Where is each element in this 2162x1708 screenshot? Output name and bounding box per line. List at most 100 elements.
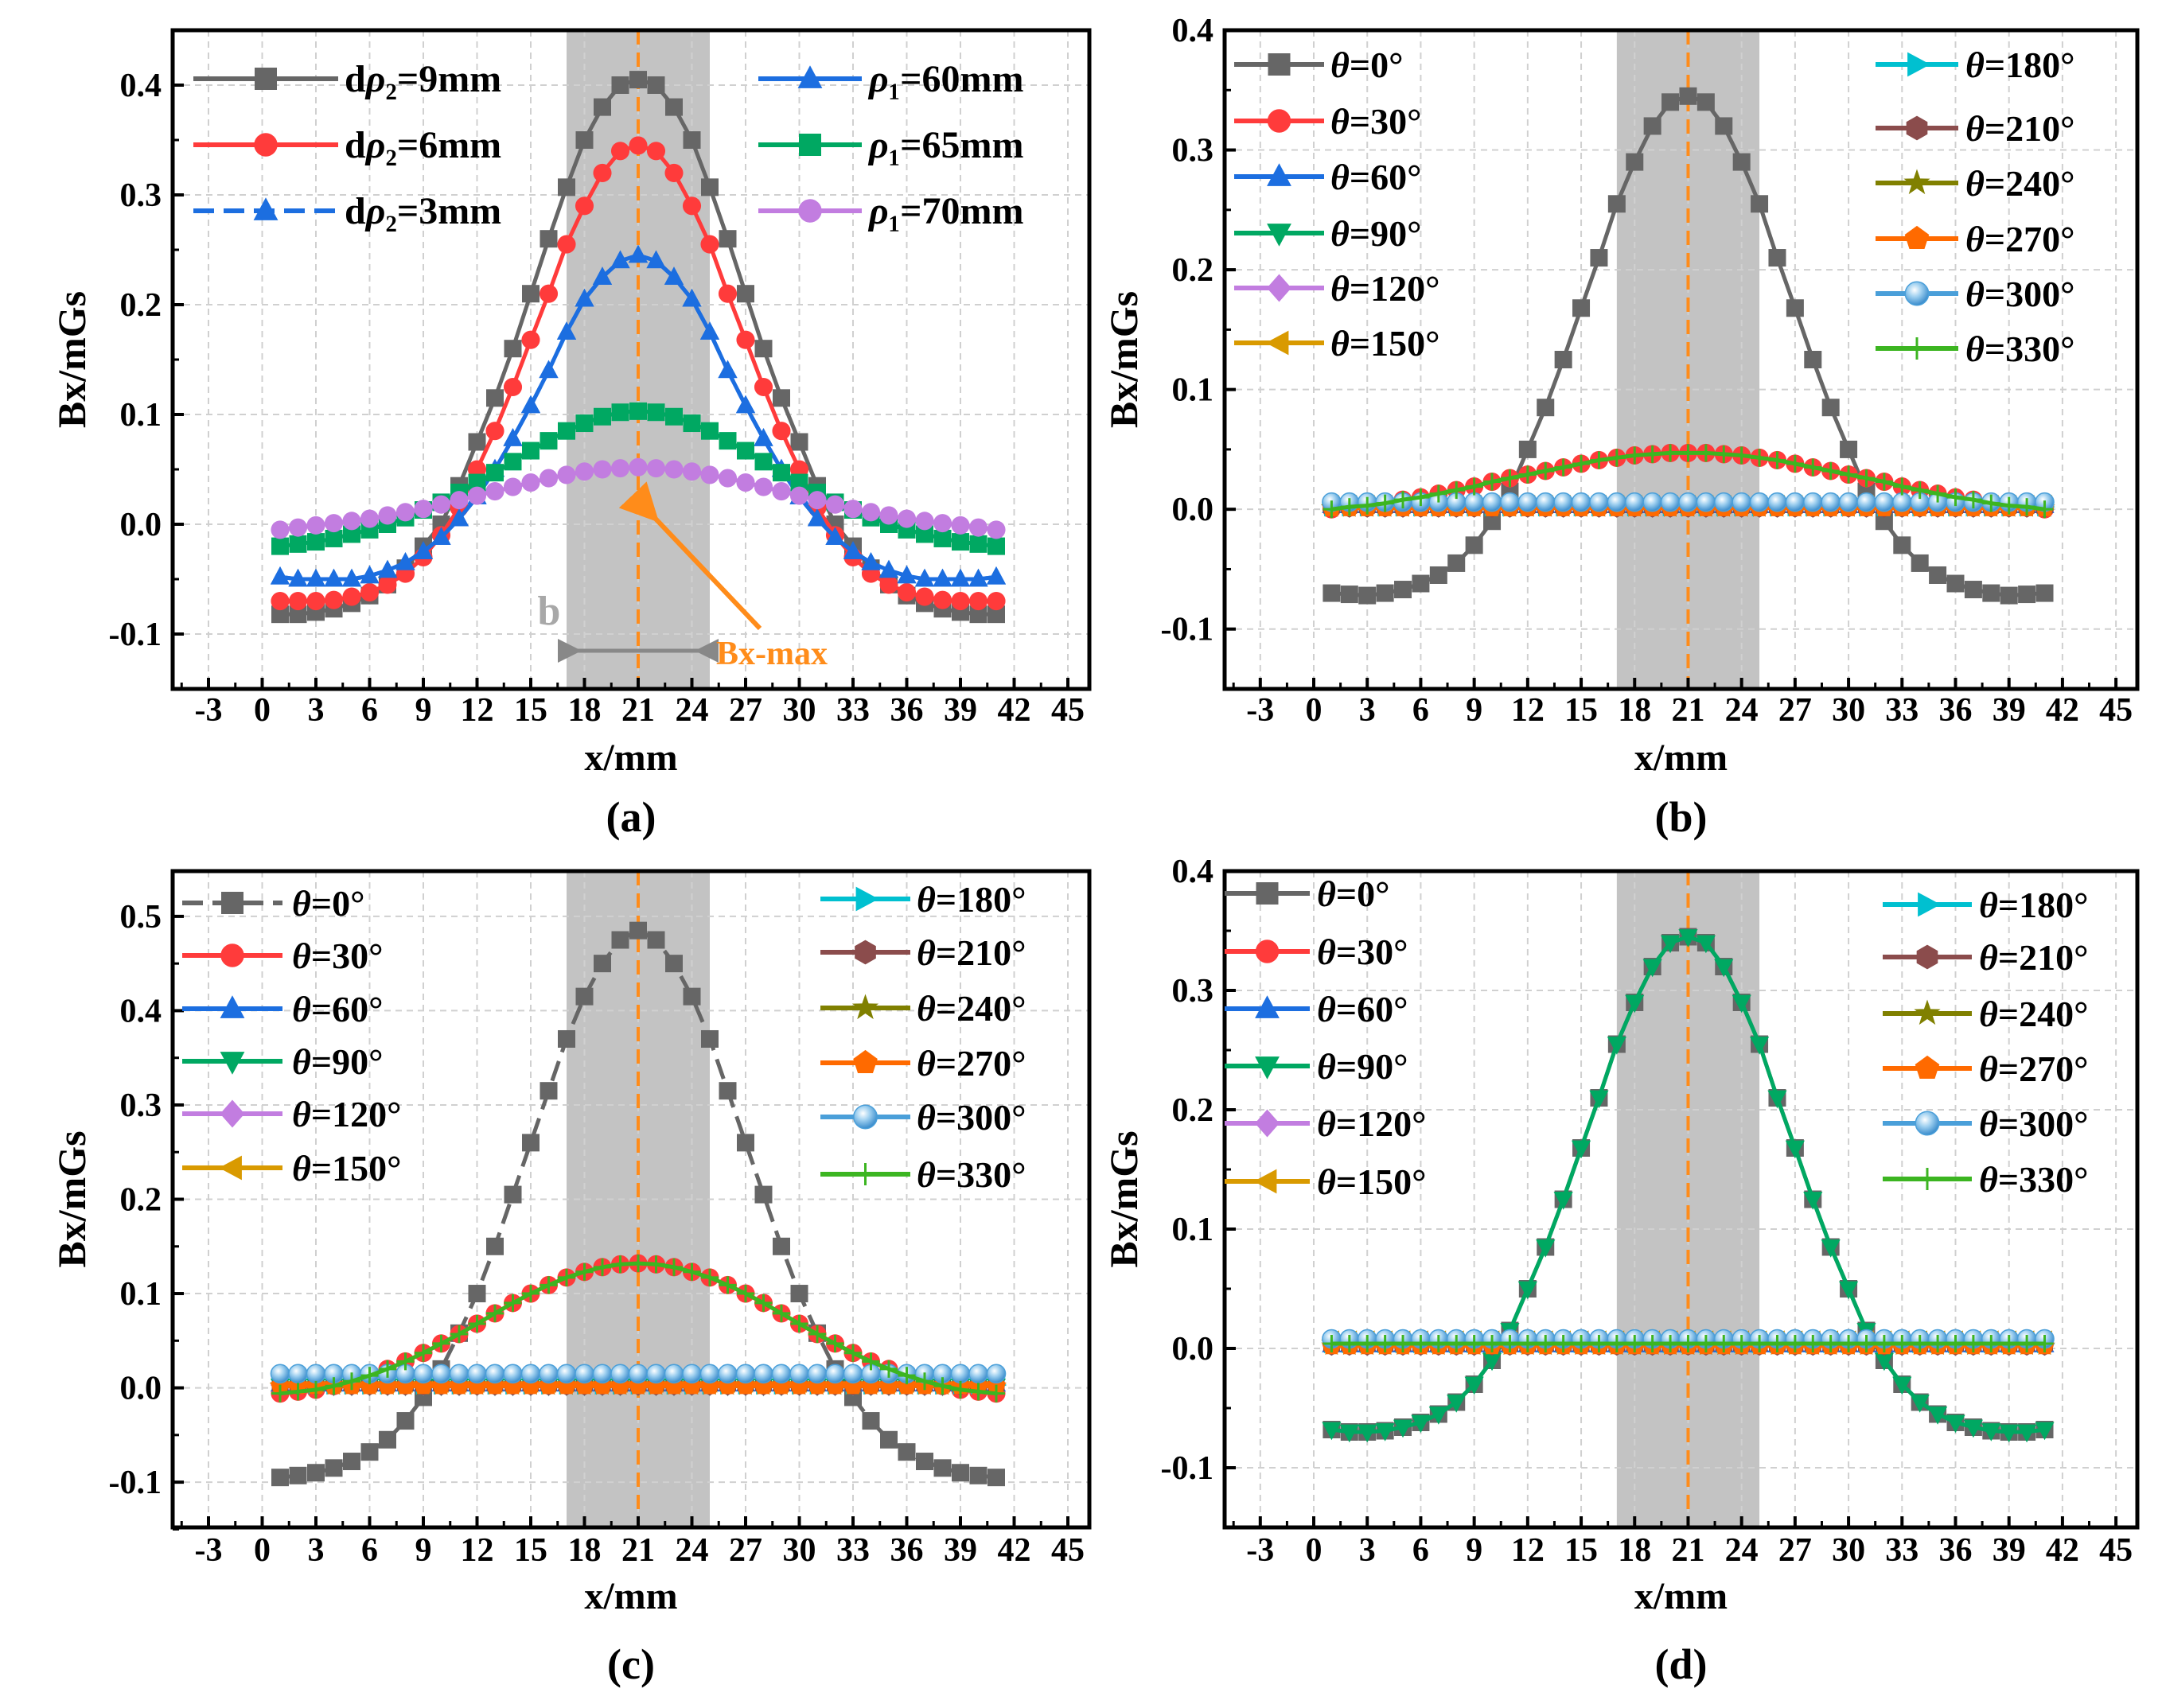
tri-up-marker (220, 995, 245, 1018)
text-char: 6 (1370, 157, 1389, 197)
text-char: ρ (867, 58, 889, 100)
sphere-marker (807, 1364, 828, 1384)
x-tick-label: 42 (2046, 1532, 2079, 1569)
x-tick-label: 12 (461, 692, 494, 729)
square-marker (1840, 440, 1858, 458)
text-char: = (1336, 1046, 1357, 1087)
plus-marker (611, 1255, 629, 1274)
text-char: 2 (2005, 219, 2024, 259)
circle-marker (915, 512, 934, 531)
square-marker (1256, 882, 1279, 905)
y-axis-title: Bx/mGs (1101, 1130, 1146, 1267)
legend-label: ρ₁=70mm (867, 190, 1023, 232)
square-marker (468, 433, 486, 451)
plus-marker (1323, 500, 1341, 519)
tri-up-marker (807, 508, 828, 527)
tri-up-marker (933, 568, 952, 587)
text-char: = (397, 190, 419, 232)
text-char: 5 (350, 1148, 368, 1189)
plus-marker (540, 1276, 558, 1294)
legend-item: θ=240° (1876, 163, 2075, 204)
square-marker (1483, 512, 1502, 531)
tri-down-marker (1642, 959, 1662, 978)
sphere-marker (610, 1364, 630, 1384)
text-char: 0 (1375, 932, 1393, 972)
circle-marker (360, 583, 380, 602)
plus-marker (1821, 462, 1840, 480)
circle-marker (485, 422, 504, 441)
legend-item: θ=120° (1234, 268, 1440, 309)
plus-marker (1929, 1335, 1947, 1352)
plot-area (269, 921, 1007, 1487)
x-tick-label: 21 (1671, 692, 1704, 729)
square-marker (1696, 93, 1715, 111)
tri-down-marker (1946, 1414, 1965, 1434)
plus-marker (1982, 494, 2000, 512)
text-char: = (1336, 989, 1357, 1029)
text-char: 0 (1389, 157, 1407, 197)
square-marker (1751, 195, 1769, 213)
x-tick-label: 36 (1938, 692, 1972, 729)
text-char: = (936, 879, 956, 920)
x-tick-label: 39 (1993, 1532, 2026, 1569)
square-marker (1607, 195, 1626, 213)
y-tick-label: 0.3 (1172, 133, 1214, 169)
square-marker (1715, 117, 1733, 135)
plus-marker (629, 1255, 647, 1273)
x-tick-label: 15 (1564, 692, 1598, 729)
plus-marker (1732, 1335, 1751, 1352)
tri-right-marker (1907, 52, 1930, 77)
text-char: 9 (332, 1041, 350, 1082)
x-tick-label: 24 (1725, 692, 1759, 729)
plus-marker (844, 1344, 862, 1362)
square-marker (754, 453, 773, 471)
text-char: 1 (2024, 108, 2042, 149)
text-char: 0 (332, 883, 350, 924)
plus-marker (1518, 1335, 1537, 1352)
square-marker (683, 987, 701, 1006)
text-char: m (991, 190, 1023, 232)
x-axis-title: x/mm (584, 737, 677, 779)
square-marker (504, 1185, 522, 1204)
y-tick-label: -0.1 (1161, 1450, 1214, 1487)
square-marker (486, 389, 504, 407)
text-char: ° (1425, 268, 1439, 309)
text-char: θ (292, 1148, 311, 1189)
sphere-marker (270, 1364, 290, 1384)
square-marker (396, 1412, 415, 1430)
tri-up-marker (341, 568, 362, 587)
hexagon-marker (1916, 944, 1938, 970)
text-char: ° (1425, 323, 1439, 364)
sphere-marker (1696, 492, 1716, 512)
square-marker (629, 71, 647, 89)
square-marker (1661, 93, 1680, 111)
x-tick-label: 0 (254, 692, 271, 729)
text-char: 3 (956, 1154, 975, 1195)
circle-marker (575, 196, 594, 216)
square-marker (1323, 584, 1341, 602)
x-tick-label: 0 (1306, 692, 1323, 729)
plus-marker (1840, 465, 1858, 484)
y-tick-label: 0.2 (1172, 252, 1214, 289)
square-marker (719, 230, 737, 248)
y-tick-label: 0.4 (120, 993, 162, 1029)
circle-marker (825, 495, 845, 514)
sphere-marker (1660, 492, 1681, 512)
plus-marker (1626, 1335, 1644, 1352)
x-tick-label: 21 (621, 1532, 655, 1569)
y-tick-label: 0.1 (1172, 1212, 1214, 1248)
plus-marker (1554, 458, 1572, 477)
legend-item: θ=270° (820, 1043, 1026, 1084)
text-char: ₂ (385, 58, 396, 100)
legend-item: θ=150° (1225, 1161, 1427, 1202)
text-char: 0 (368, 1094, 387, 1134)
tri-up-marker (253, 197, 279, 220)
square-marker (575, 987, 594, 1006)
x-tick-label: 27 (1778, 1532, 1812, 1569)
tri-up-marker (306, 568, 326, 587)
sphere-marker (986, 1364, 1007, 1384)
sphere-marker (306, 1364, 326, 1384)
plus-marker (1768, 451, 1786, 469)
x-tick-label: 27 (729, 692, 762, 729)
text-char: 3 (332, 936, 350, 976)
